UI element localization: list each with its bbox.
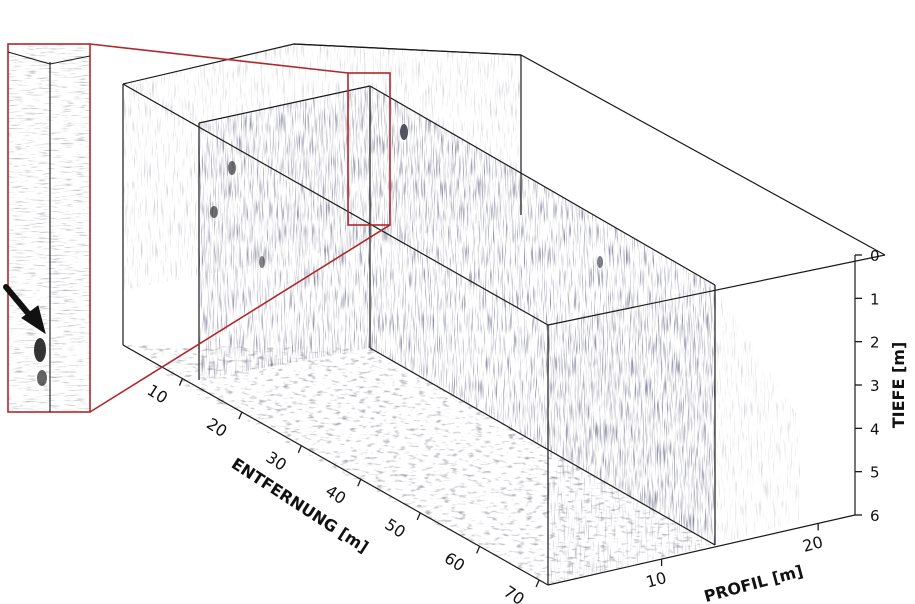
zoom-highlight	[7, 43, 391, 413]
left-slice-data	[199, 86, 370, 380]
zoom-connector-top	[89, 43, 349, 74]
distance-tick-label: 70	[500, 582, 527, 604]
depth-axis-title: TIEFE [m]	[889, 342, 908, 429]
distance-tick-mark	[297, 445, 302, 453]
depth-tick-label: 3	[870, 377, 880, 395]
block-wireframe	[122, 43, 886, 586]
zoom-inset-panel	[7, 43, 91, 413]
top-diagonal-mid	[369, 85, 716, 286]
profile-tick-label: 10	[644, 568, 669, 592]
depth-tick-label: 4	[870, 420, 880, 438]
depth-axis: 0 1 2 3 4 5 6	[855, 247, 880, 525]
floor-left-edge	[122, 344, 549, 586]
profile-tick-label: 20	[800, 532, 825, 556]
front-slice-data	[548, 285, 715, 585]
floor-mid-diagonal	[369, 347, 716, 546]
side-slice-data	[715, 285, 800, 545]
distance-tick-mark	[535, 579, 540, 588]
zoom-source-box	[347, 72, 391, 226]
inset-edge-diagonal-left	[7, 51, 51, 65]
inset-edge-diagonal-right	[49, 55, 91, 65]
distance-tick-label: 20	[203, 414, 230, 441]
arrow-pointer-icon	[3, 284, 46, 335]
distance-tick-label: 30	[263, 448, 290, 475]
distance-tick-mark	[416, 512, 421, 521]
distance-tick-label: 50	[381, 515, 408, 542]
zoom-connector-bottom	[89, 224, 391, 413]
distance-tick-label: 10	[144, 380, 171, 407]
profile-axis: 10 20	[644, 523, 825, 592]
depth-tick-label: 5	[870, 464, 880, 482]
floor-front-edge	[547, 514, 856, 586]
inset-wireframe	[7, 51, 91, 412]
depth-tick-label: 1	[870, 290, 880, 308]
distance-tick-label: 60	[441, 548, 468, 575]
top-diagonal-back	[293, 43, 522, 56]
top-diagonal-left	[122, 83, 549, 326]
profile-axis-title: PROFIL [m]	[702, 561, 805, 604]
depth-tick-label: 6	[870, 507, 880, 525]
front-top-edge	[547, 254, 886, 326]
distance-tick-mark	[476, 546, 481, 554]
depth-tick-label: 0	[870, 247, 880, 265]
zoom-inset-data	[8, 44, 90, 412]
distance-tick-mark	[357, 479, 362, 487]
distance-tick-label: 40	[322, 481, 349, 508]
distance-tick-mark	[178, 378, 184, 386]
distance-tick-mark	[238, 411, 243, 420]
radargram-imagery	[8, 44, 800, 585]
left-slice-top	[198, 85, 371, 124]
depth-tick-label: 2	[870, 334, 880, 352]
